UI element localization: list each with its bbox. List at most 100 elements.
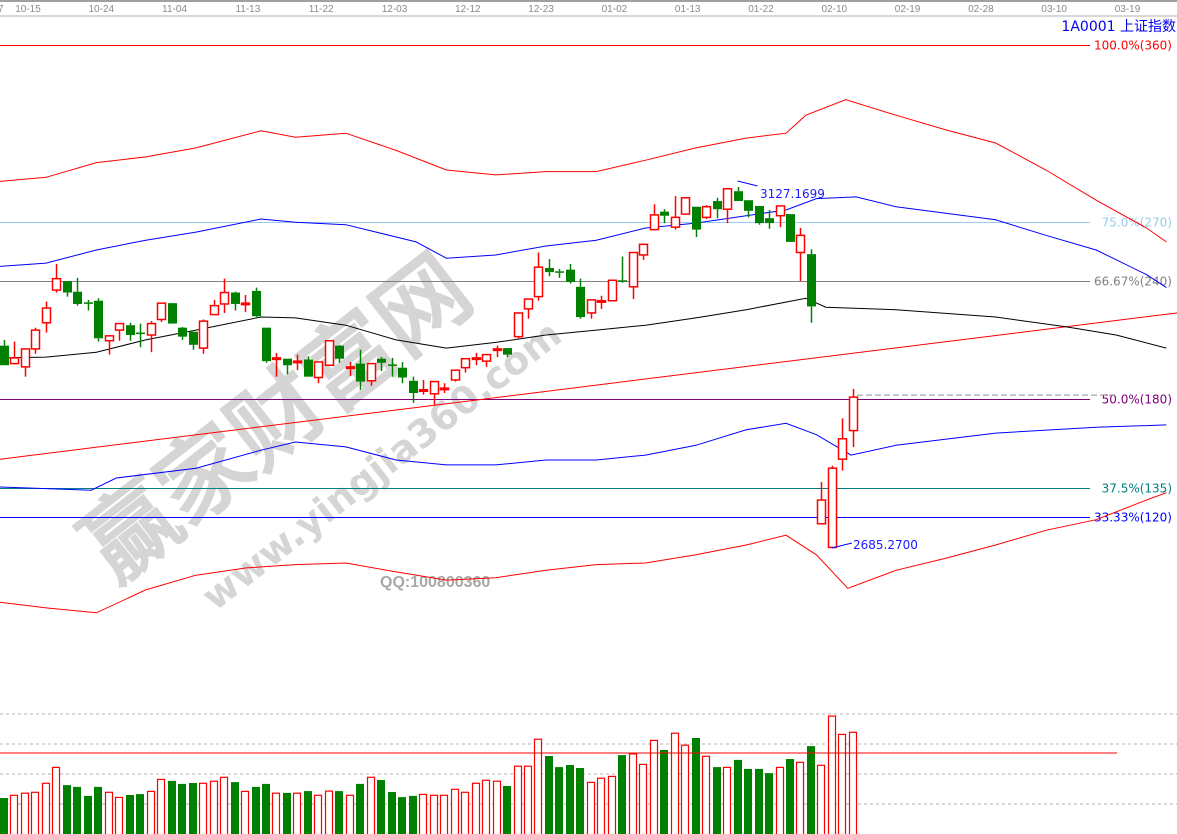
candle-body: [807, 254, 816, 307]
candle-body: [252, 290, 261, 317]
candle: [335, 344, 344, 363]
candle: [775, 205, 786, 228]
candle: [114, 322, 125, 341]
candle: [418, 379, 429, 395]
volume-bar: [356, 783, 364, 834]
candle: [104, 335, 115, 355]
candle-body: [576, 286, 585, 318]
candle-body: [566, 269, 575, 282]
volume-bar: [503, 786, 511, 834]
volume-bar: [660, 750, 668, 834]
volume-bar: [566, 765, 574, 834]
candle-body: [409, 380, 418, 394]
volume-bar: [231, 782, 239, 834]
candle: [545, 259, 554, 277]
candles: [0, 187, 859, 549]
volume-bar: [816, 764, 826, 834]
candle-body: [429, 380, 440, 395]
candle: [136, 323, 145, 348]
volume-bar: [41, 782, 51, 834]
candle-body: [692, 206, 701, 230]
candle: [126, 322, 135, 341]
volume-bar: [765, 773, 773, 834]
candle: [638, 243, 649, 260]
candle-body: [20, 348, 31, 368]
extreme-markers: 3127.1699 2685.2700: [737, 180, 918, 552]
date-tick-label: 02-28: [968, 4, 994, 15]
candle: [628, 251, 639, 300]
candle: [0, 339, 9, 366]
candle: [566, 263, 575, 284]
candle: [209, 299, 220, 316]
volume-bar: [104, 791, 114, 834]
candle: [816, 482, 827, 525]
candle: [713, 197, 722, 219]
fib-level-label: 37.5%(135): [1102, 482, 1172, 496]
lower-mid-curve: [0, 422, 1167, 491]
candle-body: [292, 360, 303, 364]
volume-bar: [680, 744, 690, 834]
candle: [377, 357, 386, 371]
candle-body: [84, 302, 93, 304]
candle-body: [41, 307, 52, 324]
candle-body: [503, 348, 512, 355]
candle-body: [744, 200, 753, 211]
candle: [271, 352, 282, 377]
candle: [240, 294, 251, 313]
volume-bar: [618, 755, 626, 834]
candle-body: [816, 499, 827, 525]
volume-bar: [827, 715, 837, 834]
candle-body: [398, 367, 407, 378]
candle: [795, 227, 806, 282]
volume-bar: [126, 795, 134, 834]
candle-body: [670, 216, 681, 228]
candle: [292, 354, 303, 371]
candle: [607, 279, 618, 302]
candle-body: [9, 357, 20, 365]
candle-body: [755, 205, 764, 224]
volume-bar: [271, 792, 281, 834]
candle: [765, 210, 774, 229]
volume-panel: [0, 713, 1177, 834]
candle-body: [596, 299, 607, 303]
volume-bar: [335, 791, 343, 834]
candle-body: [418, 389, 429, 393]
candle: [313, 361, 324, 384]
candle-body: [607, 279, 618, 302]
candle: [837, 418, 848, 471]
candle-body: [586, 299, 597, 314]
trendline: [0, 312, 1177, 460]
candle: [168, 303, 177, 324]
volume-bar: [837, 733, 847, 834]
candle-body: [126, 325, 135, 336]
volume-bar: [30, 791, 40, 834]
candle-body: [189, 331, 198, 345]
volume-bar: [734, 759, 742, 834]
volume-bar: [345, 794, 355, 834]
candle: [73, 277, 82, 306]
date-tick-label: 11-04: [162, 4, 187, 15]
volume-bar: [283, 792, 291, 834]
candle-body: [304, 359, 313, 377]
candle-body: [450, 369, 461, 381]
candle: [807, 249, 816, 323]
candle-body: [481, 353, 492, 362]
volume-bar: [429, 794, 439, 834]
volume-bar: [209, 780, 219, 834]
candle-body: [439, 387, 450, 391]
candle-body: [765, 218, 774, 224]
volume-bar: [304, 791, 312, 834]
candle: [670, 196, 681, 230]
volume-bar: [533, 738, 543, 834]
candle-body: [94, 300, 103, 339]
volume-bar: [450, 788, 460, 834]
volume-bar: [807, 746, 815, 834]
candle: [9, 341, 20, 365]
candle: [734, 187, 743, 202]
volume-bar: [481, 779, 491, 834]
candle: [366, 362, 377, 386]
volume-bar: [156, 778, 166, 834]
candle-body: [523, 298, 534, 310]
candle: [586, 299, 597, 319]
